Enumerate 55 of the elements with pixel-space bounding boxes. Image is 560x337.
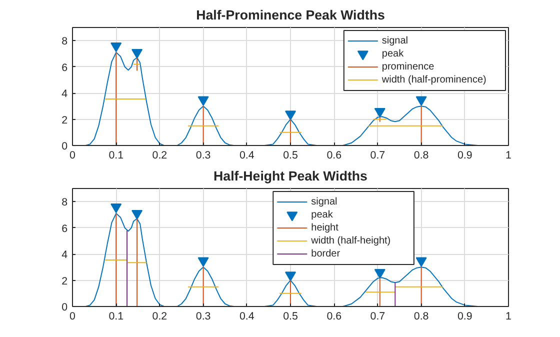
x-tick-label: 0.4 (239, 150, 254, 162)
point (132, 49, 143, 59)
y-tick-label: 0 (62, 302, 68, 314)
point (110, 203, 122, 214)
x-tick-label: 0.8 (414, 150, 429, 162)
x-tick-label: 0.9 (457, 150, 472, 162)
x-tick-label: 0 (70, 310, 76, 322)
y-tick-label: 8 (62, 196, 68, 209)
point (416, 257, 427, 267)
x-tick-label: 0.3 (196, 310, 211, 322)
x-tick-label: 0.5 (283, 150, 298, 162)
x-tick-label: 0.8 (414, 310, 429, 322)
x-tick-label: 0.1 (108, 150, 124, 162)
point (374, 269, 386, 279)
x-tick-label: 0.5 (283, 310, 298, 322)
point (198, 257, 209, 267)
x-tick-label: 0.6 (326, 310, 342, 322)
y-tick-label: 4 (62, 88, 68, 100)
point (198, 96, 209, 106)
y-tick-label: 6 (62, 222, 68, 235)
x-tick-label: 0.2 (152, 310, 168, 322)
legend-label: peak (382, 48, 405, 60)
point (374, 108, 386, 118)
point (132, 210, 143, 220)
y-tick-label: 6 (62, 62, 68, 74)
x-tick-label: 1 (506, 150, 512, 162)
chart-title: Half-Height Peak Widths (214, 168, 368, 184)
point (416, 96, 427, 106)
x-tick-label: 0.6 (326, 150, 342, 162)
x-tick-label: 0.9 (457, 310, 472, 322)
y-tick-label: 2 (62, 275, 68, 288)
x-tick-label: 0.1 (108, 310, 124, 322)
x-tick-label: 0.7 (370, 150, 386, 162)
legend-label: width (half-height) (310, 236, 391, 246)
legend-label: border (311, 248, 341, 260)
x-tick-label: 0.3 (196, 150, 211, 162)
point (285, 110, 296, 120)
x-tick-label: 0 (70, 150, 76, 162)
chart-title: Half-Prominence Peak Widths (196, 8, 385, 22)
x-tick-label: 1 (506, 310, 512, 322)
x-tick-label: 0.2 (152, 150, 168, 162)
point (110, 42, 122, 52)
legend-label: height (311, 222, 339, 234)
y-tick-label: 8 (62, 36, 68, 48)
point (285, 272, 296, 282)
x-tick-label: 0.4 (239, 310, 254, 322)
x-tick-label: 0.7 (370, 310, 386, 322)
legend-label: prominence (382, 62, 435, 72)
y-tick-label: 2 (62, 114, 68, 126)
y-tick-label: 0 (62, 140, 68, 152)
y-tick-label: 4 (62, 249, 68, 262)
legend-label: width (half-prominence) (380, 74, 486, 86)
legend-label: signal (311, 196, 338, 208)
legend-label: peak (311, 210, 334, 220)
legend-label: signal (382, 36, 408, 46)
